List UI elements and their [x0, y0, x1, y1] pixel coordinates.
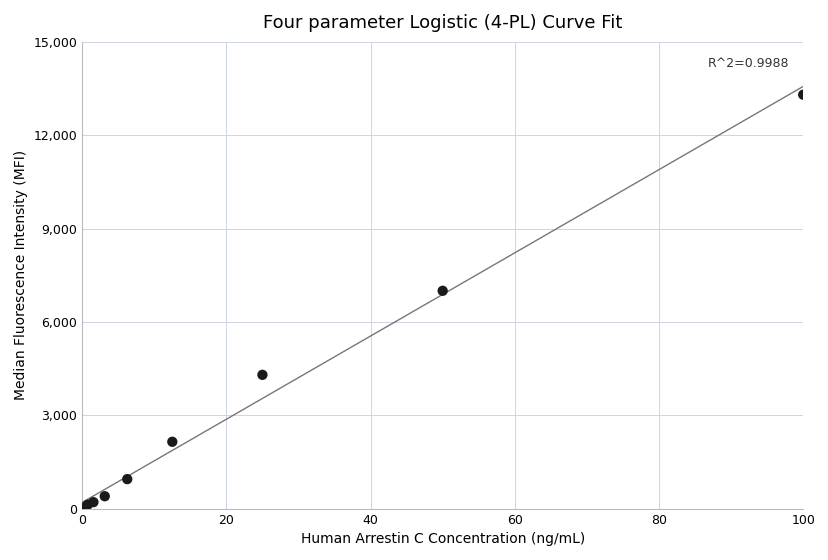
Point: [81, 500, 94, 509]
Point: [166, 437, 179, 446]
Point: [79, 503, 92, 512]
Y-axis label: Median Fluorescence Intensity (MFI): Median Fluorescence Intensity (MFI): [14, 150, 28, 400]
Text: R^2=0.9988: R^2=0.9988: [706, 57, 787, 70]
Point: [436, 286, 449, 295]
Point: [87, 498, 100, 507]
X-axis label: Human Arrestin C Concentration (ng/mL): Human Arrestin C Concentration (ng/mL): [301, 532, 584, 546]
Point: [256, 370, 269, 379]
Title: Four parameter Logistic (4-PL) Curve Fit: Four parameter Logistic (4-PL) Curve Fit: [262, 14, 622, 32]
Point: [98, 492, 111, 501]
Point: [796, 90, 809, 99]
Point: [120, 475, 133, 484]
